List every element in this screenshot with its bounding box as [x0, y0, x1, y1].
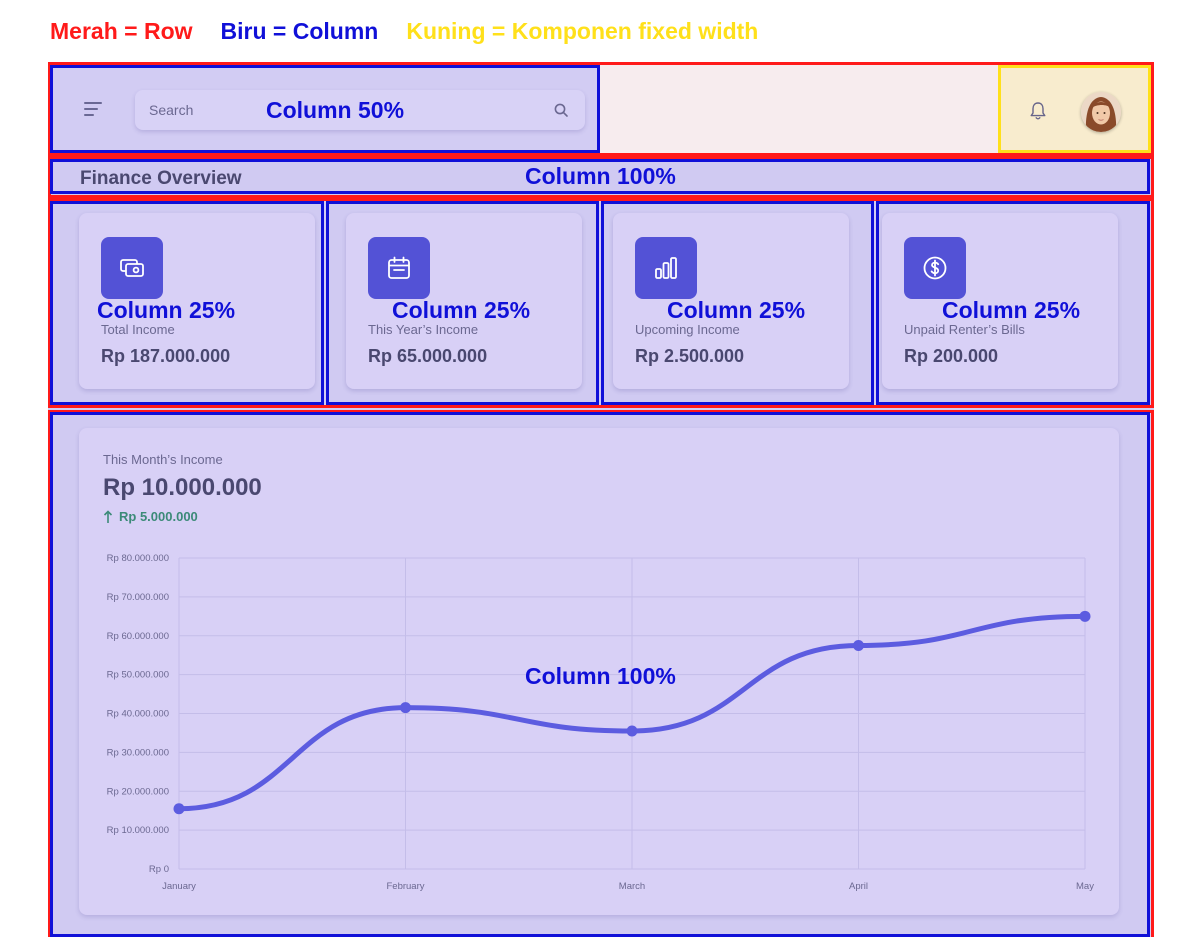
- avatar[interactable]: [1081, 92, 1121, 132]
- bell-icon[interactable]: [1029, 101, 1047, 121]
- data-point: [853, 639, 864, 651]
- arrow-up-icon: [103, 509, 113, 523]
- income-chart-card: This Month’s Income Rp 10.000.000 Rp 5.0…: [79, 428, 1119, 915]
- card-column-year-income: This Year’s Income Rp 65.000.000 Column …: [326, 201, 599, 405]
- x-tick-label: February: [386, 881, 424, 892]
- cards-row-outline: [48, 198, 1154, 408]
- wallet-icon: [101, 237, 163, 299]
- card-column-label: Column 25%: [667, 297, 806, 323]
- x-tick-label: March: [619, 881, 645, 892]
- y-tick-label: Rp 70.000.000: [107, 592, 169, 603]
- stat-card[interactable]: Upcoming Income Rp 2.500.000: [613, 213, 849, 389]
- x-tick-label: April: [849, 881, 868, 892]
- income-line-chart: Rp 0 Rp 10.000.000 Rp 20.000.000 Rp 30.000.…: [107, 553, 1095, 892]
- card-value: Rp 187.000.000: [101, 346, 231, 366]
- income-delta: Rp 5.000.000: [103, 509, 198, 524]
- legend-row: Merah = Row: [50, 18, 193, 44]
- card-label: Total Income: [101, 322, 175, 337]
- calendar-icon: [368, 237, 430, 299]
- chart-column-label: Column 100%: [525, 663, 676, 689]
- stat-card[interactable]: This Year’s Income Rp 65.000.000: [346, 213, 582, 389]
- y-tick-label: Rp 0: [149, 864, 169, 875]
- card-column-label: Column 25%: [392, 297, 531, 323]
- search-bar[interactable]: [135, 90, 585, 130]
- y-tick-label: Rp 40.000.000: [107, 709, 169, 720]
- chart-column: This Month’s Income Rp 10.000.000 Rp 5.0…: [50, 412, 1150, 937]
- data-point: [173, 803, 185, 815]
- stat-card[interactable]: Total Income Rp 187.000.000: [79, 213, 315, 389]
- card-value: Rp 200.000: [904, 346, 999, 366]
- header-left-column: Column 50%: [50, 65, 600, 153]
- legend-column: Biru = Column: [220, 18, 379, 44]
- header-row-outline: [48, 62, 1154, 156]
- dollar-circle-icon: [904, 237, 966, 299]
- data-point: [400, 702, 411, 714]
- x-tick-label: May: [1076, 881, 1094, 892]
- page-title: Finance Overview: [80, 168, 242, 189]
- card-value: Rp 65.000.000: [368, 346, 488, 366]
- card-label: Upcoming Income: [635, 322, 740, 337]
- header-column-label: Column 50%: [266, 97, 405, 123]
- card-label: This Year’s Income: [368, 322, 479, 337]
- y-tick-label: Rp 50.000.000: [107, 670, 169, 681]
- search-input[interactable]: [149, 100, 449, 120]
- chart-subtitle: This Month’s Income: [103, 452, 223, 467]
- card-column-label: Column 25%: [942, 297, 1081, 323]
- card-value: Rp 2.500.000: [635, 346, 745, 366]
- header-right-fixed: [998, 65, 1151, 153]
- header-spacer: [600, 65, 998, 153]
- y-tick-label: Rp 30.000.000: [107, 747, 169, 758]
- title-column: Finance Overview Column 100%: [50, 159, 1150, 194]
- income-delta-value: Rp 5.000.000: [119, 509, 198, 524]
- y-tick-label: Rp 60.000.000: [107, 631, 169, 642]
- card-column-upcoming-income: Upcoming Income Rp 2.500.000 Column 25%: [601, 201, 874, 405]
- card-column-total-income: Total Income Rp 187.000.000 Column 25%: [50, 201, 324, 405]
- title-column-label: Column 100%: [525, 163, 676, 189]
- data-point: [626, 725, 638, 737]
- y-tick-label: Rp 20.000.000: [107, 786, 169, 797]
- legend: Merah = Row Biru = Column Kuning = Kompo…: [50, 18, 758, 46]
- bar-chart-icon: [635, 237, 697, 299]
- chart-row-outline: [48, 410, 1154, 937]
- legend-fixed: Kuning = Komponen fixed width: [406, 18, 759, 44]
- data-point: [1079, 610, 1091, 622]
- chart-value: Rp 10.000.000: [103, 474, 262, 501]
- card-column-label: Column 25%: [97, 297, 236, 323]
- x-tick-label: January: [162, 881, 196, 892]
- y-tick-label: Rp 80.000.000: [107, 553, 169, 564]
- search-icon[interactable]: [553, 102, 569, 118]
- y-tick-label: Rp 10.000.000: [107, 825, 169, 836]
- title-row-outline: [48, 156, 1154, 198]
- menu-icon[interactable]: [84, 102, 102, 118]
- stat-card[interactable]: Unpaid Renter’s Bills Rp 200.000: [882, 213, 1118, 389]
- card-column-unpaid-bills: Unpaid Renter’s Bills Rp 200.000 Column …: [876, 201, 1150, 405]
- card-label: Unpaid Renter’s Bills: [904, 322, 1025, 337]
